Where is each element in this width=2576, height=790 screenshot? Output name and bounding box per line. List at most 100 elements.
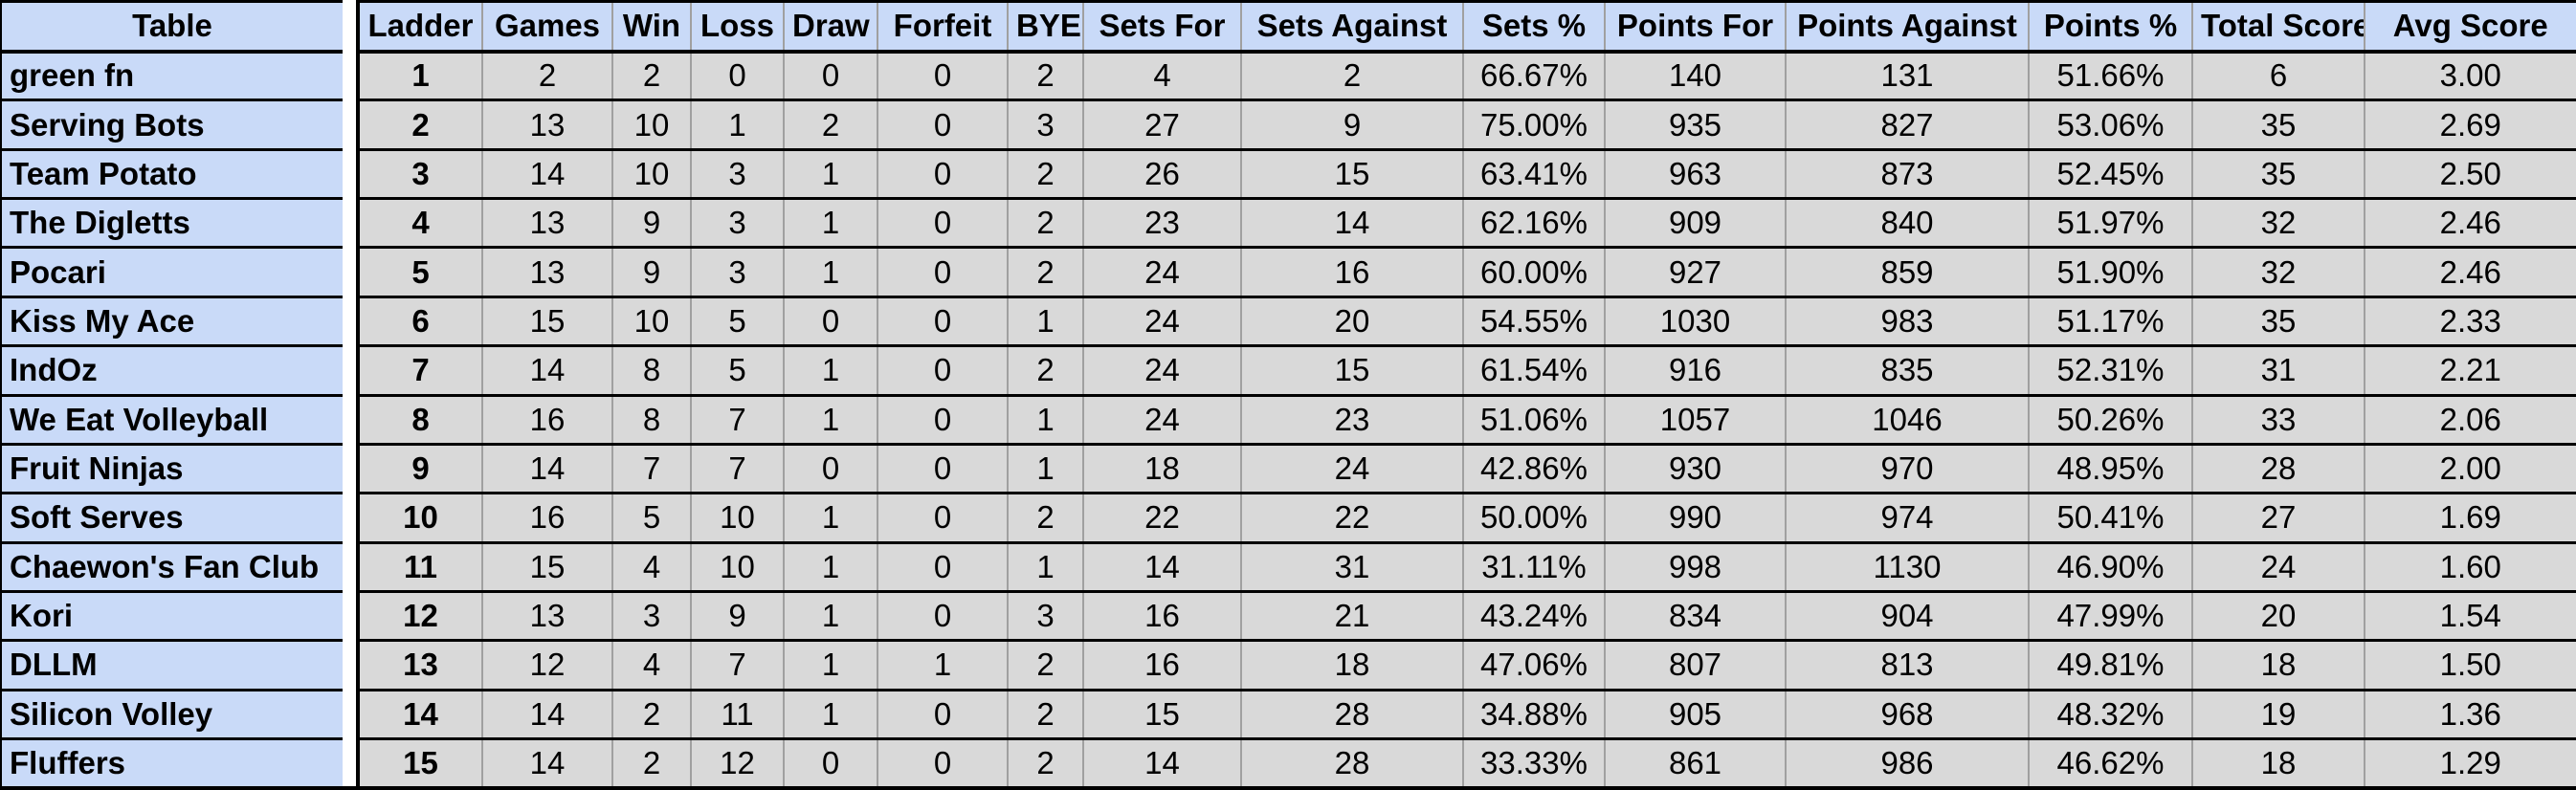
draw-cell[interactable]: 1 [784, 198, 878, 250]
loss-cell[interactable]: 12 [691, 738, 785, 790]
forfeit-cell[interactable]: 0 [877, 690, 1009, 741]
bye-cell[interactable]: 2 [1008, 640, 1084, 691]
team-name-cell[interactable]: green fn [0, 51, 343, 102]
sets-pct-cell[interactable]: 33.33% [1463, 738, 1606, 790]
draw-cell[interactable]: 1 [784, 149, 878, 201]
avg-score-cell[interactable]: 2.46 [2365, 198, 2576, 250]
draw-cell[interactable]: 0 [784, 296, 878, 348]
points-for-cell[interactable]: 909 [1605, 198, 1787, 250]
avg-score-cell[interactable]: 1.54 [2365, 591, 2576, 643]
total-score-cell[interactable]: 20 [2192, 591, 2365, 643]
points-against-cell[interactable]: 873 [1786, 149, 2030, 201]
points-pct-cell[interactable]: 50.41% [2029, 493, 2193, 544]
points-pct-cell[interactable]: 49.81% [2029, 640, 2193, 691]
sets-against-cell[interactable]: 9 [1241, 99, 1464, 151]
sets-for-cell[interactable]: 27 [1083, 99, 1242, 151]
points-for-cell[interactable]: 935 [1605, 99, 1787, 151]
sets-for-cell[interactable]: 16 [1083, 640, 1242, 691]
points-for-cell[interactable]: 916 [1605, 345, 1787, 397]
forfeit-cell[interactable]: 0 [877, 296, 1009, 348]
avg-score-cell[interactable]: 2.50 [2365, 149, 2576, 201]
games-cell[interactable]: 14 [482, 444, 613, 495]
games-cell[interactable]: 16 [482, 395, 613, 446]
sets-for-cell[interactable]: 23 [1083, 198, 1242, 250]
total-score-cell[interactable]: 33 [2192, 395, 2365, 446]
ladder-rank-cell[interactable]: 2 [356, 99, 483, 151]
points-pct-cell[interactable]: 51.97% [2029, 198, 2193, 250]
sets-for-cell[interactable]: 22 [1083, 493, 1242, 544]
win-cell[interactable]: 2 [612, 690, 692, 741]
total-score-cell[interactable]: 32 [2192, 247, 2365, 298]
points-against-cell[interactable]: 974 [1786, 493, 2030, 544]
total-score-cell[interactable]: 28 [2192, 444, 2365, 495]
loss-cell[interactable]: 10 [691, 493, 785, 544]
games-cell[interactable]: 13 [482, 198, 613, 250]
win-cell[interactable]: 7 [612, 444, 692, 495]
column-header-games[interactable]: Games [482, 0, 613, 54]
ladder-rank-cell[interactable]: 3 [356, 149, 483, 201]
sets-against-cell[interactable]: 28 [1241, 690, 1464, 741]
draw-cell[interactable]: 0 [784, 738, 878, 790]
ladder-rank-cell[interactable]: 4 [356, 198, 483, 250]
team-name-cell[interactable]: We Eat Volleyball [0, 395, 343, 446]
draw-cell[interactable]: 1 [784, 493, 878, 544]
win-cell[interactable]: 9 [612, 247, 692, 298]
total-score-cell[interactable]: 35 [2192, 99, 2365, 151]
forfeit-cell[interactable]: 0 [877, 542, 1009, 593]
total-score-cell[interactable]: 35 [2192, 149, 2365, 201]
loss-cell[interactable]: 7 [691, 444, 785, 495]
points-against-cell[interactable]: 986 [1786, 738, 2030, 790]
points-against-cell[interactable]: 1046 [1786, 395, 2030, 446]
ladder-rank-cell[interactable]: 12 [356, 591, 483, 643]
games-cell[interactable]: 15 [482, 296, 613, 348]
forfeit-cell[interactable]: 0 [877, 149, 1009, 201]
games-cell[interactable]: 14 [482, 149, 613, 201]
forfeit-cell[interactable]: 0 [877, 198, 1009, 250]
sets-for-cell[interactable]: 14 [1083, 738, 1242, 790]
games-cell[interactable]: 13 [482, 247, 613, 298]
win-cell[interactable]: 10 [612, 296, 692, 348]
column-header-points-against[interactable]: Points Against [1786, 0, 2030, 54]
points-pct-cell[interactable]: 50.26% [2029, 395, 2193, 446]
bye-cell[interactable]: 2 [1008, 198, 1084, 250]
team-name-cell[interactable]: Kori [0, 591, 343, 643]
team-name-cell[interactable]: Fruit Ninjas [0, 444, 343, 495]
team-name-cell[interactable]: Kiss My Ace [0, 296, 343, 348]
points-pct-cell[interactable]: 51.90% [2029, 247, 2193, 298]
column-header-sets-pct[interactable]: Sets % [1463, 0, 1606, 54]
bye-cell[interactable]: 2 [1008, 690, 1084, 741]
points-for-cell[interactable]: 1057 [1605, 395, 1787, 446]
points-pct-cell[interactable]: 46.90% [2029, 542, 2193, 593]
draw-cell[interactable]: 1 [784, 542, 878, 593]
sets-against-cell[interactable]: 2 [1241, 51, 1464, 102]
loss-cell[interactable]: 10 [691, 542, 785, 593]
games-cell[interactable]: 13 [482, 591, 613, 643]
total-score-cell[interactable]: 31 [2192, 345, 2365, 397]
points-pct-cell[interactable]: 46.62% [2029, 738, 2193, 790]
column-header-loss[interactable]: Loss [691, 0, 785, 54]
points-pct-cell[interactable]: 53.06% [2029, 99, 2193, 151]
column-header-sets-against[interactable]: Sets Against [1241, 0, 1464, 54]
points-pct-cell[interactable]: 52.31% [2029, 345, 2193, 397]
team-name-cell[interactable]: Soft Serves [0, 493, 343, 544]
games-cell[interactable]: 13 [482, 99, 613, 151]
sets-pct-cell[interactable]: 34.88% [1463, 690, 1606, 741]
sets-pct-cell[interactable]: 61.54% [1463, 345, 1606, 397]
draw-cell[interactable]: 2 [784, 99, 878, 151]
sets-pct-cell[interactable]: 54.55% [1463, 296, 1606, 348]
win-cell[interactable]: 5 [612, 493, 692, 544]
sets-against-cell[interactable]: 14 [1241, 198, 1464, 250]
column-header-bye[interactable]: BYE [1008, 0, 1084, 54]
sets-against-cell[interactable]: 20 [1241, 296, 1464, 348]
points-for-cell[interactable]: 998 [1605, 542, 1787, 593]
points-for-cell[interactable]: 861 [1605, 738, 1787, 790]
total-score-cell[interactable]: 27 [2192, 493, 2365, 544]
sets-for-cell[interactable]: 4 [1083, 51, 1242, 102]
bye-cell[interactable]: 3 [1008, 591, 1084, 643]
games-cell[interactable]: 2 [482, 51, 613, 102]
avg-score-cell[interactable]: 2.46 [2365, 247, 2576, 298]
points-for-cell[interactable]: 807 [1605, 640, 1787, 691]
loss-cell[interactable]: 7 [691, 395, 785, 446]
avg-score-cell[interactable]: 2.06 [2365, 395, 2576, 446]
sets-pct-cell[interactable]: 51.06% [1463, 395, 1606, 446]
